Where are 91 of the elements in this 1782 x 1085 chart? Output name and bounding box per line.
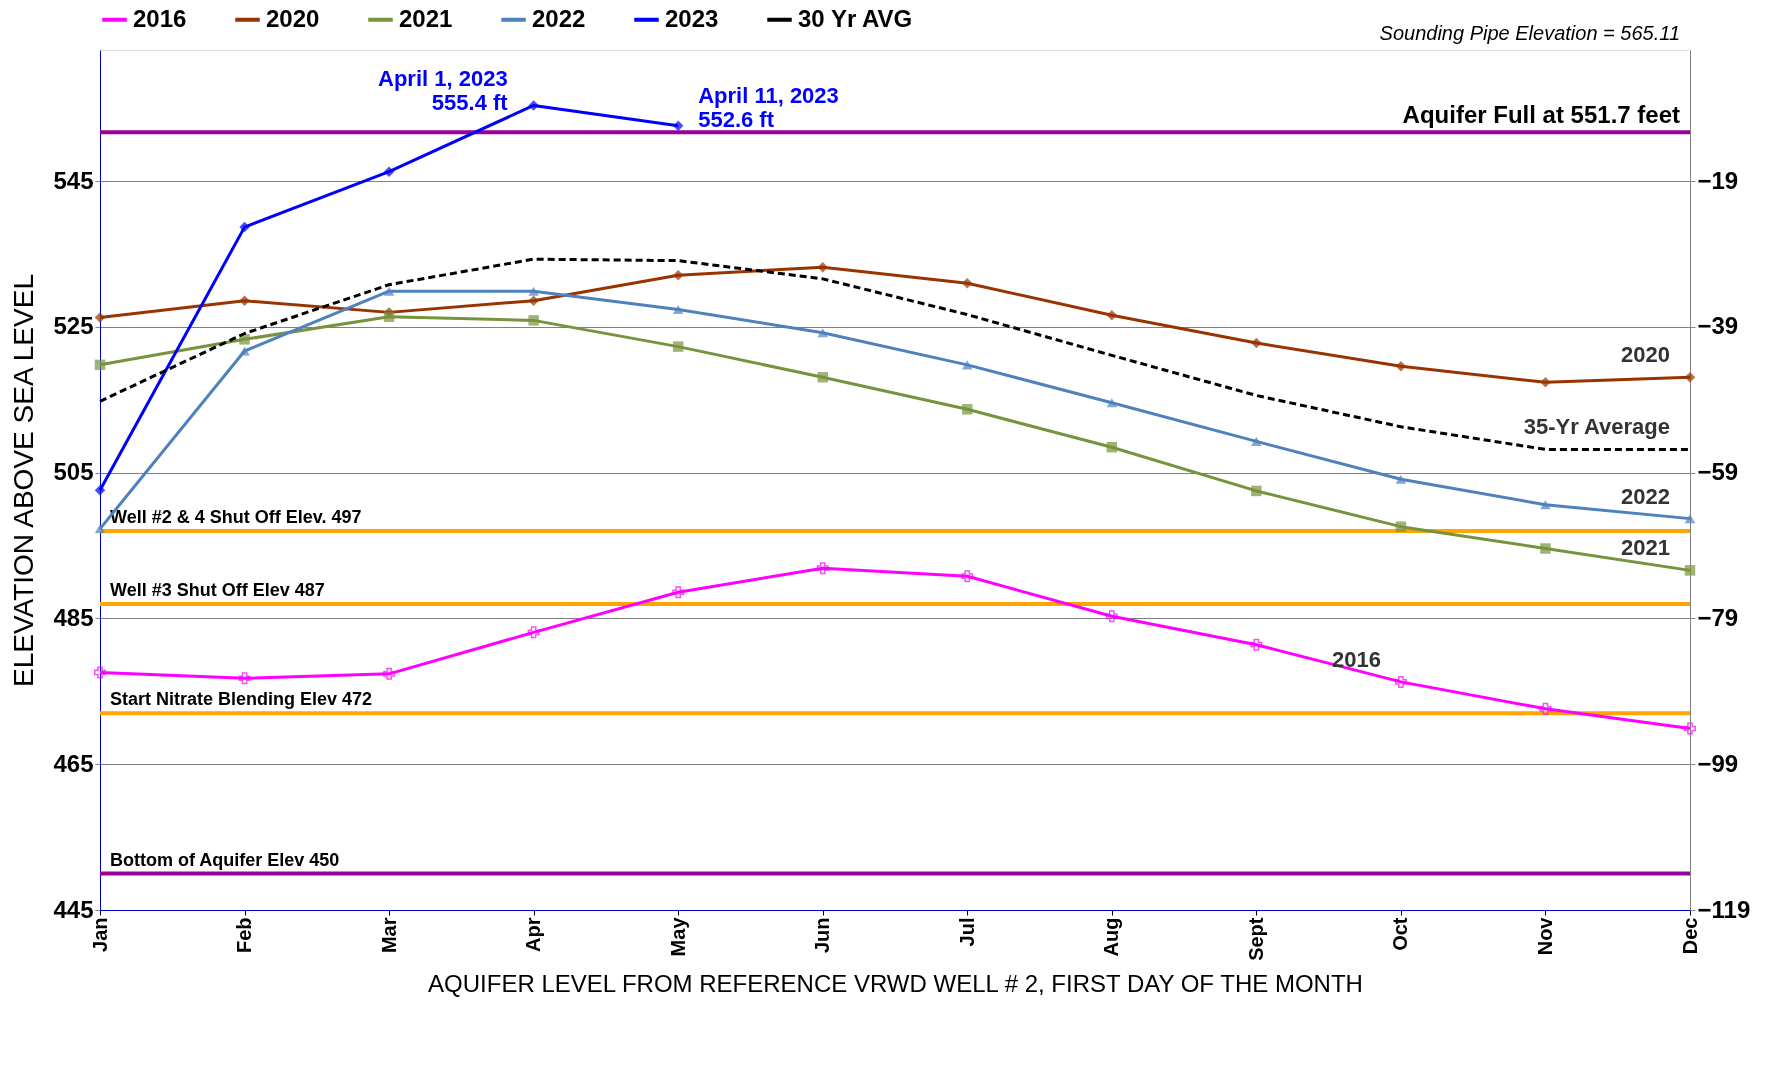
annotation: 2021 bbox=[1621, 535, 1670, 561]
y-tick-label: 525 bbox=[53, 312, 94, 340]
point bbox=[1395, 361, 1407, 372]
point bbox=[672, 120, 684, 132]
legend-label: 2020 bbox=[266, 4, 320, 32]
y2-tick-label: −59 bbox=[1697, 458, 1739, 486]
point bbox=[1684, 514, 1696, 524]
point bbox=[1251, 436, 1262, 446]
x-tick-label: Jun bbox=[811, 917, 834, 954]
point bbox=[239, 346, 250, 356]
point bbox=[672, 341, 684, 352]
point bbox=[239, 295, 250, 306]
point bbox=[238, 672, 251, 685]
point bbox=[1106, 398, 1118, 408]
point bbox=[1539, 702, 1552, 715]
y2-tick-label: −39 bbox=[1697, 312, 1739, 340]
point bbox=[94, 666, 106, 679]
point bbox=[1106, 441, 1118, 453]
y2-tick-label: −19 bbox=[1697, 166, 1739, 194]
legend-label: 2016 bbox=[133, 4, 187, 32]
x-tick-label: Mar bbox=[377, 917, 400, 954]
annotation: 2020 bbox=[1621, 342, 1670, 368]
y-axis-title: ELEVATION ABOVE SEA LEVEL bbox=[8, 274, 40, 687]
ref-line-label: Well #3 Shut Off Elev 487 bbox=[110, 579, 325, 600]
point bbox=[962, 277, 973, 289]
annotation: April 11, 2023 552.6 ft bbox=[698, 82, 839, 132]
point bbox=[817, 328, 828, 338]
point bbox=[1250, 638, 1263, 651]
x-tick-label: Feb bbox=[233, 917, 256, 954]
point bbox=[1106, 310, 1118, 321]
y2-tick-label: −99 bbox=[1697, 749, 1739, 777]
x-tick-label: May bbox=[666, 916, 689, 957]
point bbox=[1395, 474, 1407, 484]
y-tick-label: 485 bbox=[53, 603, 94, 631]
x-tick-label: Sept bbox=[1244, 917, 1267, 961]
point bbox=[1105, 610, 1118, 623]
annotation: 2016 bbox=[1331, 646, 1381, 672]
legend-label: 30 Yr AVG bbox=[798, 4, 913, 32]
legend-label: 2021 bbox=[399, 4, 453, 32]
x-tick-label: Jul bbox=[955, 917, 978, 947]
point bbox=[962, 360, 973, 370]
point bbox=[383, 667, 396, 680]
point bbox=[528, 295, 539, 306]
annotation: April 1, 2023 555.4 ft bbox=[378, 66, 509, 116]
ref-line-label: Bottom of Aquifer Elev 450 bbox=[110, 849, 340, 870]
point bbox=[94, 484, 106, 496]
point bbox=[383, 166, 395, 177]
point bbox=[94, 312, 106, 323]
point bbox=[239, 221, 250, 233]
point bbox=[1684, 565, 1696, 576]
point bbox=[1395, 521, 1407, 532]
point bbox=[672, 586, 685, 599]
text: Sounding Pipe Elevation = 565.11 bbox=[1379, 22, 1680, 44]
x-tick-label: Apr bbox=[522, 917, 545, 952]
legend-label: 2023 bbox=[665, 4, 719, 32]
point bbox=[817, 371, 828, 383]
point bbox=[961, 570, 974, 583]
y-tick-label: 505 bbox=[53, 458, 94, 486]
annotation: 2022 bbox=[1621, 483, 1670, 509]
y-tick-label: 545 bbox=[53, 166, 94, 194]
x-axis-title: AQUIFER LEVEL FROM REFERENCE VRWD WELL # 2, FIRST DAY OF THE MONTH bbox=[428, 969, 1363, 997]
point bbox=[817, 261, 828, 273]
ref-line-label: Aquifer Full at 551.7 feet bbox=[1402, 101, 1681, 129]
ref-line-label: Well #2 & 4 Shut Off Elev. 497 bbox=[110, 507, 362, 528]
ref-line-label: Start Nitrate Blending Elev 472 bbox=[110, 689, 373, 710]
point bbox=[672, 269, 684, 281]
point bbox=[383, 286, 395, 296]
point bbox=[383, 311, 395, 322]
annotation: 35-Yr Average bbox=[1523, 414, 1670, 440]
point bbox=[1251, 485, 1262, 497]
point bbox=[1251, 337, 1262, 349]
point bbox=[527, 626, 540, 639]
point bbox=[94, 359, 106, 371]
point bbox=[528, 100, 539, 111]
point bbox=[962, 404, 973, 415]
y2-tick-label: −79 bbox=[1697, 603, 1739, 631]
point bbox=[1540, 543, 1551, 554]
point bbox=[1684, 722, 1696, 735]
point bbox=[94, 524, 106, 534]
x-tick-label: Oct bbox=[1389, 917, 1412, 951]
x-tick-label: Aug bbox=[1100, 917, 1123, 957]
point bbox=[1540, 377, 1551, 388]
y-tick-label: 465 bbox=[53, 749, 94, 777]
legend-label: 2022 bbox=[532, 4, 586, 32]
point bbox=[672, 304, 684, 314]
point bbox=[1394, 675, 1407, 688]
point bbox=[528, 286, 539, 296]
point bbox=[1540, 500, 1551, 510]
point bbox=[816, 562, 829, 575]
point bbox=[528, 315, 539, 326]
x-tick-label: Nov bbox=[1533, 916, 1556, 956]
